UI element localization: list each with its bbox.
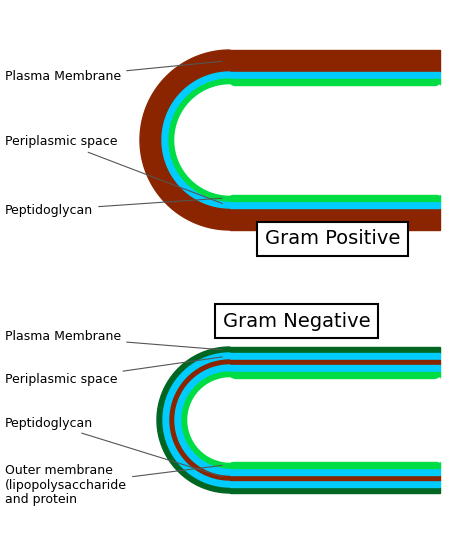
Bar xyxy=(230,487,440,493)
Text: Outer membrane
(lipopolysaccharide
and protein: Outer membrane (lipopolysaccharide and p… xyxy=(5,464,222,506)
Polygon shape xyxy=(170,360,230,480)
Bar xyxy=(230,462,440,468)
Text: Plasma Membrane: Plasma Membrane xyxy=(5,330,222,350)
Bar xyxy=(230,50,440,72)
Text: Peptidoglycan: Peptidoglycan xyxy=(5,417,222,477)
Text: Plasma Membrane: Plasma Membrane xyxy=(5,61,222,83)
Bar xyxy=(230,360,440,365)
Bar xyxy=(230,475,440,480)
Bar xyxy=(230,365,440,372)
Text: Periplasmic space: Periplasmic space xyxy=(5,136,222,203)
Polygon shape xyxy=(188,378,440,462)
Bar xyxy=(230,201,440,208)
Text: Gram Negative: Gram Negative xyxy=(223,312,370,331)
Bar xyxy=(230,195,440,201)
Polygon shape xyxy=(140,50,230,230)
Text: Gram Positive: Gram Positive xyxy=(264,229,400,248)
Bar xyxy=(230,353,440,360)
Polygon shape xyxy=(162,72,230,208)
Bar xyxy=(230,79,440,85)
Text: Periplasmic space: Periplasmic space xyxy=(5,357,222,386)
Bar xyxy=(230,372,440,378)
Bar xyxy=(230,347,440,353)
Bar xyxy=(230,468,440,475)
Bar xyxy=(230,72,440,79)
Polygon shape xyxy=(163,353,230,487)
Bar xyxy=(230,208,440,230)
Polygon shape xyxy=(182,372,230,468)
Text: Peptidoglycan: Peptidoglycan xyxy=(5,198,222,217)
Polygon shape xyxy=(175,85,440,195)
Polygon shape xyxy=(175,365,230,475)
Polygon shape xyxy=(157,347,230,493)
Polygon shape xyxy=(169,79,230,201)
Bar xyxy=(230,480,440,487)
